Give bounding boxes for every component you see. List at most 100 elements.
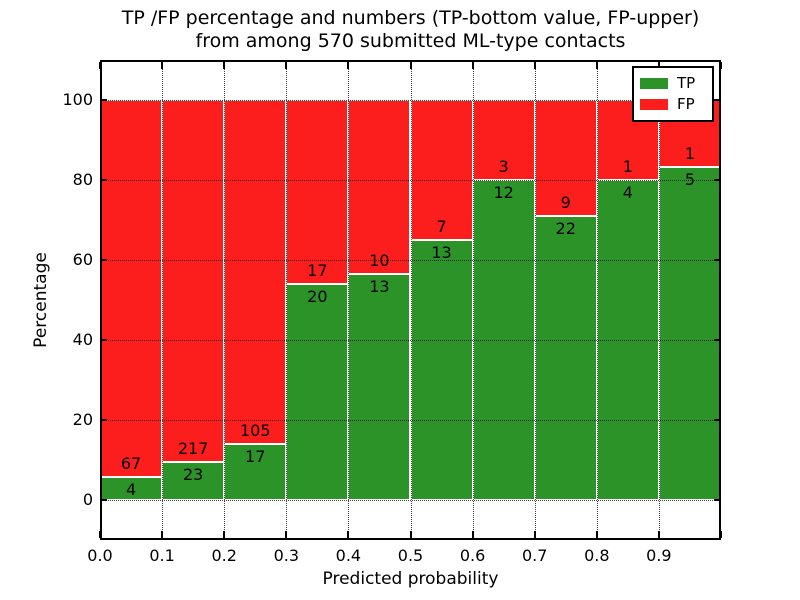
x-tick-mark <box>285 62 288 69</box>
x-tick-mark <box>161 531 164 538</box>
x-gridline <box>162 60 164 540</box>
y-tick-mark <box>714 419 721 421</box>
fp-count-label: 10 <box>369 250 390 270</box>
y-tick-mark <box>100 499 107 501</box>
tp-bar-segment <box>658 166 721 500</box>
y-tick-mark <box>100 99 107 101</box>
x-tick-mark <box>595 531 598 538</box>
x-tick-label: 0.2 <box>211 546 237 565</box>
tp-bar-segment <box>348 273 411 500</box>
legend: TP FP <box>632 66 714 122</box>
legend-item-tp: TP <box>640 73 706 94</box>
y-tick-mark <box>100 179 107 181</box>
x-tick-mark <box>99 531 101 538</box>
x-tick-label: 0.0 <box>87 546 113 565</box>
fp-bar-segment <box>162 100 225 462</box>
x-tick-label: 0.1 <box>149 546 175 565</box>
x-tick-mark <box>657 531 660 538</box>
tp-count-label: 23 <box>182 464 204 484</box>
tp-count-label: 17 <box>245 447 266 467</box>
x-gridline <box>534 60 536 540</box>
fp-count-label: 3 <box>498 157 509 176</box>
x-tick-mark <box>533 531 536 538</box>
y-tick-label: 40 <box>72 330 93 349</box>
x-tick-mark <box>161 62 164 69</box>
fp-bar-segment <box>286 100 349 284</box>
tp-count-label: 5 <box>684 169 696 189</box>
fp-count-label: 9 <box>560 193 571 213</box>
x-tick-mark <box>347 62 350 69</box>
x-tick-mark <box>533 62 536 69</box>
fp-count-label: 1 <box>622 157 633 176</box>
fp-count-label: 17 <box>307 260 328 280</box>
y-tick-mark <box>714 179 721 181</box>
x-tick-label: 0.7 <box>521 546 548 565</box>
fp-count-label: 105 <box>239 421 271 441</box>
tp-count-label: 22 <box>555 219 576 239</box>
tp-count-label: 12 <box>493 183 514 202</box>
x-tick-mark <box>99 62 101 69</box>
x-tick-mark <box>720 531 722 538</box>
fp-count-label: 67 <box>120 454 142 474</box>
tp-color-swatch <box>640 78 668 89</box>
y-tick-mark <box>100 259 107 261</box>
legend-item-fp: FP <box>640 94 706 115</box>
tp-bar-segment <box>410 240 473 500</box>
tp-count-label: 20 <box>307 286 328 306</box>
chart-title-line2: from among 570 submitted ML-type contact… <box>195 30 626 52</box>
x-tick-mark <box>595 62 598 69</box>
x-gridline <box>348 60 350 540</box>
x-tick-mark <box>471 531 474 538</box>
x-tick-mark <box>285 531 288 538</box>
fp-count-label: 7 <box>436 217 447 236</box>
y-tick-mark <box>714 339 721 341</box>
y-tick-mark <box>714 499 721 501</box>
plot-area: TP FP 67 4 217 23 105 17 17 20 10 13 7 13 3 12 9 22 1 4 1 5 <box>99 60 722 540</box>
tp-count-label: 13 <box>369 276 390 296</box>
fp-count-label: 1 <box>684 143 696 163</box>
x-tick-mark <box>471 62 474 69</box>
x-tick-mark <box>720 62 722 69</box>
x-tick-label: 0.4 <box>335 546 362 565</box>
tp-count-label: 4 <box>622 183 633 202</box>
x-gridline <box>472 60 474 540</box>
x-axis-label: Predicted probability <box>322 569 499 589</box>
chart-title-line1: TP /FP percentage and numbers (TP-bottom… <box>121 7 700 29</box>
x-gridline <box>224 60 226 540</box>
x-gridline <box>596 60 598 540</box>
x-tick-mark <box>223 531 226 538</box>
fp-bar-segment <box>348 100 411 274</box>
y-tick-label: 60 <box>72 250 93 269</box>
y-tick-mark <box>714 259 721 261</box>
fp-bar-segment <box>224 100 287 445</box>
x-tick-label: 0.9 <box>646 546 672 565</box>
x-gridline <box>286 60 288 540</box>
x-tick-label: 0.8 <box>584 546 610 565</box>
tp-bar-segment <box>286 283 349 500</box>
x-tick-mark <box>347 531 350 538</box>
legend-label-fp: FP <box>677 95 695 113</box>
x-gridline <box>658 60 660 540</box>
y-tick-mark <box>714 99 721 101</box>
fp-count-label: 217 <box>177 438 209 458</box>
x-tick-mark <box>409 531 412 538</box>
y-tick-label: 80 <box>72 170 93 189</box>
y-tick-label: 0 <box>82 490 93 509</box>
x-gridline <box>410 60 412 540</box>
x-tick-mark <box>657 62 660 69</box>
x-tick-label: 0.6 <box>459 546 486 565</box>
tp-bar-segment <box>534 216 597 500</box>
legend-label-tp: TP <box>677 74 696 92</box>
x-tick-mark <box>223 62 226 69</box>
x-tick-mark <box>409 62 412 69</box>
tp-count-label: 13 <box>431 243 452 262</box>
y-tick-mark <box>100 339 107 341</box>
y-tick-label: 100 <box>62 90 93 109</box>
y-tick-label: 20 <box>72 410 93 429</box>
tp-bar-segment <box>224 444 287 500</box>
chart-title: TP /FP percentage and numbers (TP-bottom… <box>100 7 721 53</box>
fp-color-swatch <box>640 99 668 110</box>
x-tick-label: 0.3 <box>273 546 300 565</box>
y-axis-label: Percentage <box>31 252 51 348</box>
